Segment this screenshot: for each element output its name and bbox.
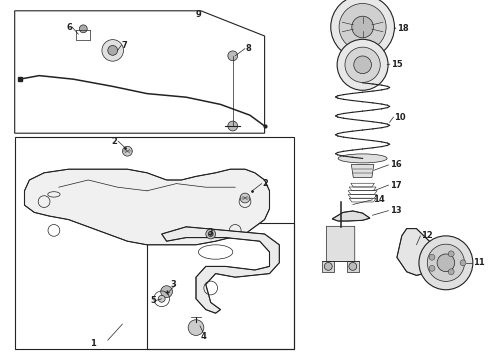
Circle shape — [429, 254, 435, 260]
Circle shape — [448, 269, 454, 275]
Circle shape — [206, 229, 216, 239]
Circle shape — [158, 295, 165, 302]
Circle shape — [345, 47, 380, 82]
Text: 7: 7 — [122, 40, 127, 49]
Circle shape — [79, 25, 87, 33]
Polygon shape — [332, 211, 370, 221]
Text: 6: 6 — [67, 22, 73, 31]
Circle shape — [429, 265, 435, 271]
Circle shape — [102, 40, 123, 61]
Text: 8: 8 — [245, 44, 251, 53]
Text: 3: 3 — [171, 280, 176, 289]
Circle shape — [208, 231, 213, 237]
Circle shape — [339, 4, 386, 50]
Circle shape — [108, 45, 118, 55]
Circle shape — [460, 260, 466, 266]
Text: 2: 2 — [262, 179, 268, 188]
Text: 10: 10 — [394, 112, 406, 122]
Polygon shape — [162, 227, 279, 313]
Text: 15: 15 — [391, 59, 403, 68]
Text: 18: 18 — [397, 24, 409, 33]
Polygon shape — [351, 165, 374, 177]
Circle shape — [448, 251, 454, 257]
FancyBboxPatch shape — [326, 226, 355, 261]
Circle shape — [188, 320, 204, 336]
Text: 2: 2 — [112, 136, 118, 145]
Text: 17: 17 — [390, 180, 401, 189]
Text: 14: 14 — [373, 195, 385, 204]
Text: 13: 13 — [390, 206, 401, 215]
Circle shape — [331, 0, 394, 59]
Circle shape — [419, 236, 473, 290]
Circle shape — [324, 262, 332, 270]
Circle shape — [437, 254, 455, 271]
Text: 1: 1 — [90, 339, 96, 348]
Text: 11: 11 — [473, 258, 485, 267]
Text: 3: 3 — [207, 228, 213, 237]
Bar — [347, 261, 359, 272]
Circle shape — [349, 262, 357, 270]
Circle shape — [427, 244, 465, 282]
Text: 9: 9 — [196, 10, 201, 19]
Circle shape — [161, 286, 172, 297]
Text: 4: 4 — [200, 332, 206, 341]
Circle shape — [354, 56, 371, 74]
Text: 16: 16 — [390, 161, 401, 169]
Circle shape — [240, 193, 250, 203]
Polygon shape — [24, 169, 270, 245]
Circle shape — [352, 16, 373, 38]
Text: 5: 5 — [150, 296, 156, 305]
Circle shape — [228, 121, 238, 131]
Circle shape — [122, 146, 132, 156]
Circle shape — [337, 39, 388, 90]
Ellipse shape — [338, 154, 387, 163]
Circle shape — [228, 51, 238, 61]
Text: 12: 12 — [421, 231, 433, 240]
Polygon shape — [397, 229, 436, 275]
Bar — [322, 261, 334, 272]
